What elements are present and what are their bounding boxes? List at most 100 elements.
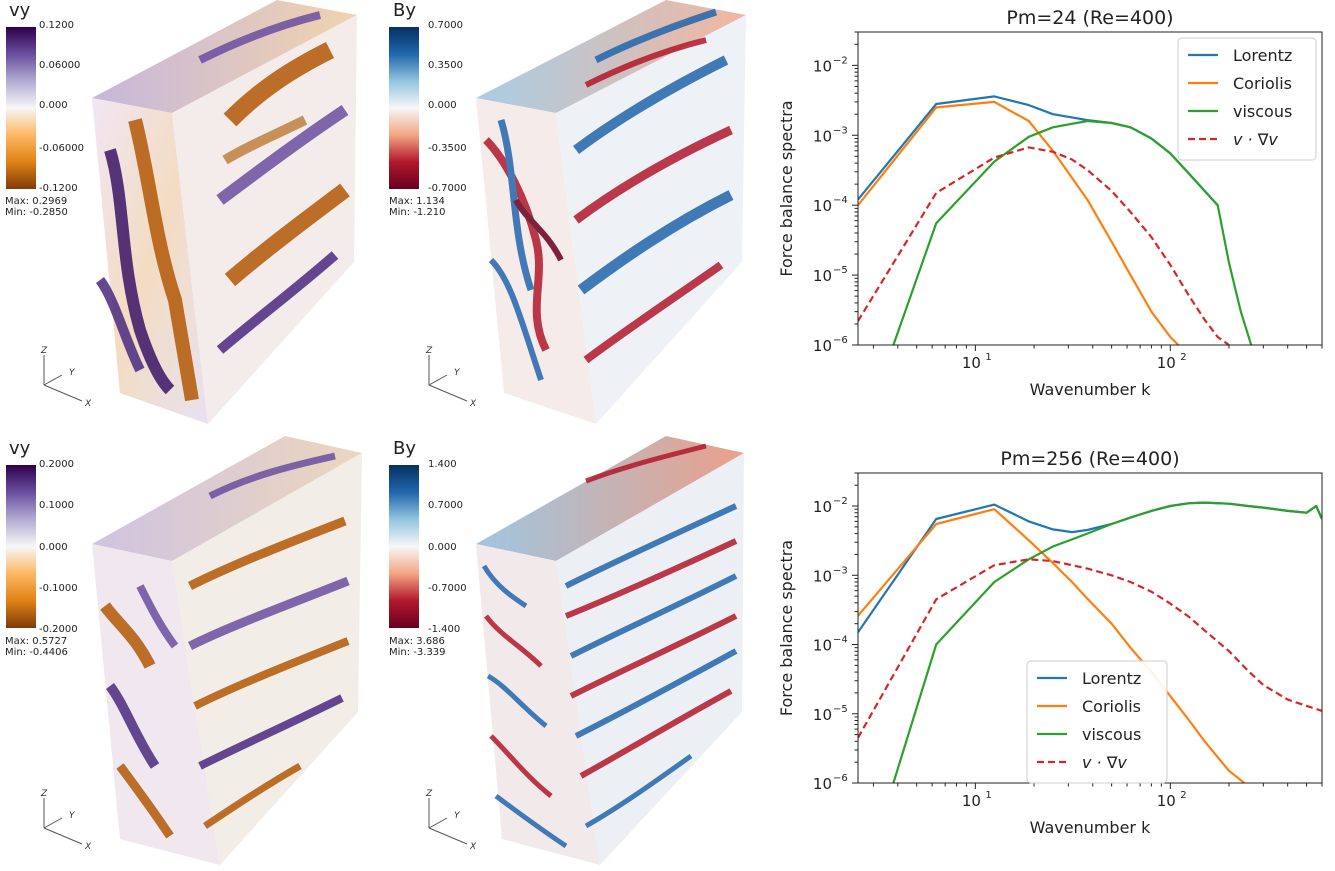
- vy-colorbar: [6, 27, 36, 189]
- min-value: Min: -0.2850: [5, 207, 68, 218]
- axis-label-x: X: [469, 842, 477, 850]
- colorbar-tick: 0.000: [39, 542, 68, 553]
- y-tick-label: 10: [813, 637, 832, 655]
- colorbar-title: By: [393, 0, 417, 21]
- colorbar-tick: 0.06000: [39, 60, 81, 71]
- y-tick-exponent: −5: [833, 704, 848, 715]
- legend-label: Lorentz: [1233, 46, 1292, 65]
- vy-colorbar-panel-top: vy 0.1200 0.06000 0.000 -0.06000 -0.1200…: [0, 0, 100, 240]
- y-tick-exponent: −4: [833, 195, 848, 206]
- y-axis-label: Force balance spectra: [777, 540, 796, 716]
- axes-triad-top-right: Z Y X: [425, 346, 477, 407]
- y-tick-label: 10: [813, 337, 832, 355]
- y-tick-exponent: −3: [833, 565, 848, 576]
- axis-label-x: X: [469, 399, 477, 407]
- series-line-viscous: [892, 501, 1322, 783]
- by-colorbar-panel-top: By 0.7000 0.3500 0.000 -0.3500 -0.7000 M…: [385, 0, 485, 240]
- by-field-block-bottom: [476, 436, 744, 865]
- colorbar-tick: 0.2000: [39, 459, 74, 470]
- axis-label-y: Y: [454, 368, 461, 378]
- legend-label: Coriolis: [1233, 74, 1292, 93]
- legend-label: viscous: [1082, 725, 1141, 744]
- min-value: Min: -0.4406: [5, 647, 68, 658]
- force-balance-chart-pm256: Pm=256 (Re=400)10 1 10 210 −610 −510 −410 −310−…: [777, 448, 1323, 837]
- x-axis-label: Wavenumber k: [1030, 818, 1151, 837]
- colorbar-tick: -0.7000: [428, 183, 467, 194]
- y-tick-label: 10: [813, 57, 832, 75]
- chart-title: Pm=256 (Re=400): [1000, 448, 1179, 470]
- y-tick-exponent: −6: [833, 335, 848, 346]
- x-tick-exponent: 1: [985, 352, 991, 363]
- x-tick-label: 10: [1157, 354, 1176, 372]
- by-field-block-top: [476, 0, 746, 424]
- vy-field-block-bottom: [92, 436, 362, 865]
- colorbar-tick: 0.7000: [428, 20, 463, 31]
- block-side-face: [172, 453, 362, 865]
- y-tick-label: 10: [813, 267, 832, 285]
- y-tick-exponent: −3: [833, 125, 848, 136]
- force-balance-chart-pm24: Pm=24 (Re=400)10 1 10 210 −610 −510 −410 −310 −2…: [777, 7, 1323, 399]
- legend-label: v · ∇v: [1233, 130, 1278, 149]
- min-value: Min: -1.210: [389, 207, 446, 218]
- series-line-advection: [858, 558, 1322, 739]
- legend-label: Coriolis: [1082, 697, 1141, 716]
- legend-box: [1177, 37, 1317, 161]
- x-tick-label: 10: [962, 792, 981, 810]
- colorbar-tick: -0.1000: [39, 583, 78, 594]
- colorbar-tick: -0.2000: [39, 624, 78, 635]
- axes-triad-top-left: Z Y X: [40, 346, 92, 407]
- colorbar-tick: 0.000: [428, 100, 457, 111]
- axis-label-z: Z: [425, 346, 433, 356]
- x-tick-exponent: 2: [1180, 790, 1186, 801]
- series-line-lorentz: [858, 95, 1219, 206]
- colorbar-tick: -0.1200: [39, 183, 78, 194]
- vy-colorbar-panel-bottom: vy 0.2000 0.1000 0.000 -0.1000 -0.2000 M…: [0, 438, 100, 678]
- legend-label: Lorentz: [1082, 669, 1141, 688]
- min-value: Min: -3.339: [389, 647, 446, 658]
- block-front-face: [476, 544, 600, 865]
- vy-colorbar: [6, 465, 36, 628]
- by-colorbar: [389, 465, 419, 628]
- axis-label-x: X: [84, 842, 92, 850]
- by-colorbar: [389, 27, 419, 189]
- block-side-face: [556, 15, 746, 424]
- by-colorbar-panel-bottom: By 1.400 0.7000 0.000 -0.7000 -1.400 Max…: [385, 438, 485, 678]
- block-side-face: [172, 15, 357, 424]
- y-tick-exponent: −2: [833, 55, 848, 66]
- x-tick-exponent: 2: [1180, 352, 1186, 363]
- y-tick-exponent: −6: [833, 773, 848, 784]
- colorbar-tick: 0.1000: [39, 500, 74, 511]
- x-tick-label: 10: [1157, 792, 1176, 810]
- colorbar-tick: -1.400: [428, 624, 461, 635]
- axis-label-z: Z: [40, 346, 48, 356]
- y-tick-exponent: −5: [833, 265, 848, 276]
- y-tick-label: 10: [813, 706, 832, 724]
- colorbar-tick: -0.3500: [428, 143, 467, 154]
- axis-label-y: Y: [69, 811, 76, 821]
- colorbar-title: By: [393, 438, 417, 459]
- colorbar-tick: -0.7000: [428, 583, 467, 594]
- y-tick-exponent: −4: [833, 635, 848, 646]
- legend-label: v · ∇v: [1082, 753, 1127, 772]
- max-value: Max: 0.2969: [5, 196, 68, 207]
- y-tick-label: 10: [813, 498, 832, 516]
- colorbar-tick: 0.000: [428, 542, 457, 553]
- x-tick-exponent: 1: [985, 790, 991, 801]
- series-line-coriolis: [858, 508, 1246, 783]
- colorbar-tick: 0.1200: [39, 20, 74, 31]
- max-value: Max: 1.134: [389, 196, 445, 207]
- axes-triad-bottom-right: Z Y X: [425, 789, 477, 850]
- colorbar-title: vy: [9, 438, 31, 459]
- series-line-coriolis: [858, 100, 1180, 345]
- y-tick-exponent: −2: [833, 496, 848, 507]
- axis-label-y: Y: [69, 368, 76, 378]
- axis-label-z: Z: [425, 789, 433, 799]
- max-value: Max: 0.5727: [5, 636, 68, 647]
- y-tick-label: 10: [813, 127, 832, 145]
- colorbar-tick: 0.000: [39, 100, 68, 111]
- axis-label-y: Y: [454, 811, 461, 821]
- y-tick-label: 10: [813, 775, 832, 793]
- y-tick-label: 10: [813, 197, 832, 215]
- legend-label: viscous: [1233, 102, 1292, 121]
- max-value: Max: 3.686: [389, 636, 445, 647]
